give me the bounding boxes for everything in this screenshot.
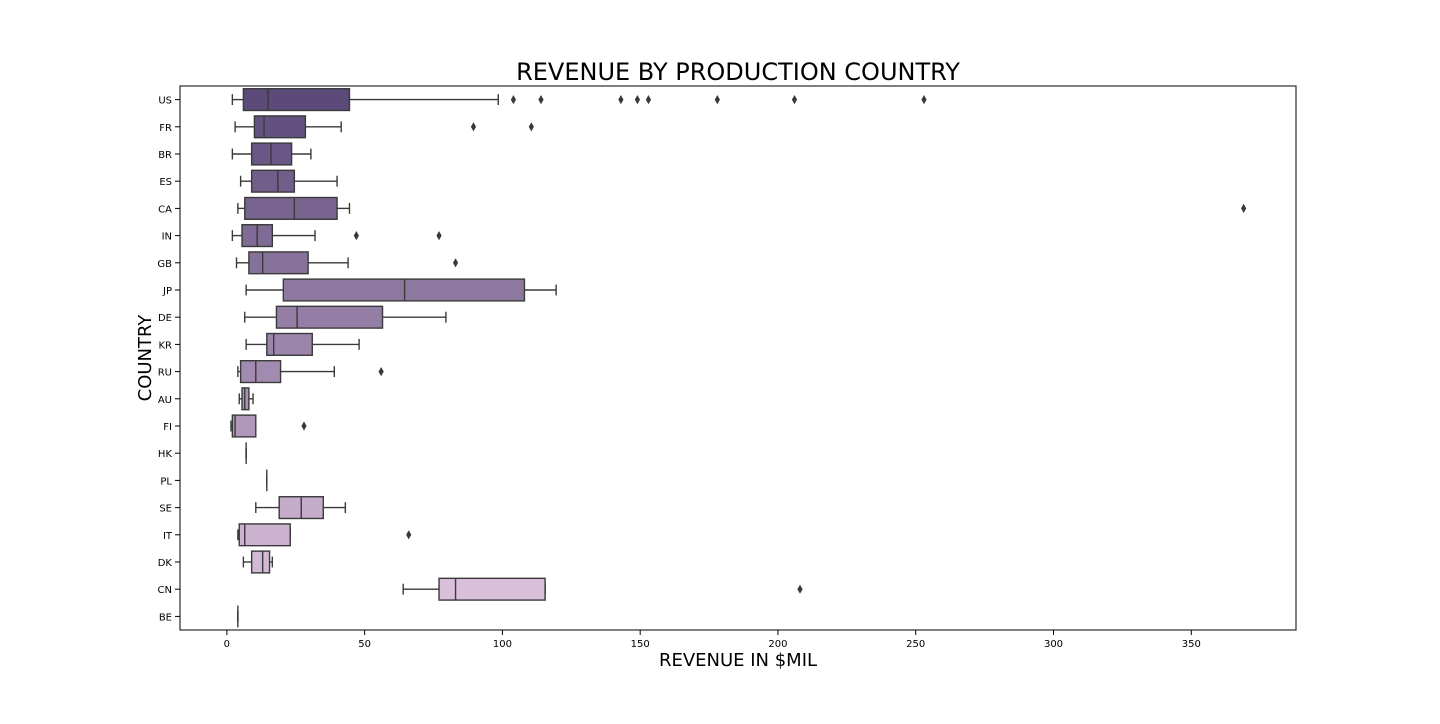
x-tick-label: 250 <box>906 639 925 650</box>
y-tick-label-dk: DK <box>158 558 173 569</box>
box-gb <box>248 251 309 275</box>
y-tick-label-gb: GB <box>157 259 172 270</box>
x-tick-label: 350 <box>1182 639 1201 650</box>
outlier-us <box>645 95 652 105</box>
outlier-us <box>634 95 641 105</box>
y-tick-label-de: DE <box>158 313 172 324</box>
y-tick-label-br: BR <box>158 150 172 161</box>
box-dk <box>250 550 271 574</box>
outlier-fi <box>301 421 307 431</box>
y-tick-label-kr: KR <box>158 340 172 351</box>
outlier-us <box>921 95 927 105</box>
box-kr <box>266 332 313 356</box>
box-ca <box>244 196 338 220</box>
box-cn <box>438 577 546 601</box>
x-tick-label: 0 <box>224 639 230 650</box>
x-tick-label: 300 <box>1044 639 1063 650</box>
y-axis-label: COUNTRY <box>135 314 156 402</box>
outlier-ca <box>1241 203 1247 213</box>
box-fi <box>231 414 257 438</box>
x-tick-label: 100 <box>493 639 512 650</box>
outlier-us <box>538 95 544 105</box>
outlier-ru <box>378 367 384 377</box>
y-tick-label-ca: CA <box>158 204 172 215</box>
y-tick-label-ru: RU <box>158 368 172 379</box>
outlier-us <box>510 95 517 105</box>
y-tick-label-it: IT <box>163 531 173 542</box>
y-tick-label-jp: JP <box>162 286 172 297</box>
x-tick-label: 50 <box>358 639 371 650</box>
y-tick-label-us: US <box>158 96 172 107</box>
y-tick-label-hk: HK <box>158 449 173 460</box>
chart-marks: 0 50 100 150 200 250 300 350 US FR BR ES CA IN GB JP DE K… <box>157 88 1247 650</box>
x-tick-label: 200 <box>768 639 787 650</box>
y-tick-label-es: ES <box>159 177 172 188</box>
outlier-fr <box>470 122 477 132</box>
outlier-fr <box>528 122 534 132</box>
plot-area-frame <box>179 85 1297 631</box>
outlier-gb <box>452 258 459 268</box>
y-tick-label-au: AU <box>158 395 172 406</box>
outlier-in <box>353 231 359 241</box>
outlier-it <box>406 530 412 540</box>
y-tick-label-fr: FR <box>159 123 172 134</box>
x-axis-label: REVENUE IN $MIL <box>659 650 817 671</box>
x-tick-label: 150 <box>631 639 650 650</box>
outlier-in <box>436 231 442 241</box>
outlier-cn <box>797 584 803 594</box>
y-tick-label-fi: FI <box>163 422 172 433</box>
y-tick-label-pl: PL <box>160 476 172 487</box>
box-es <box>250 169 296 193</box>
outlier-us <box>791 95 798 105</box>
outlier-us <box>618 95 624 105</box>
chart-title: REVENUE BY PRODUCTION COUNTRY <box>516 58 960 86</box>
box-ru <box>239 360 282 384</box>
outlier-us <box>714 95 720 105</box>
y-tick-label-cn: CN <box>158 585 172 596</box>
y-tick-label-be: BE <box>159 612 172 623</box>
box-de <box>275 305 384 329</box>
box-fr <box>253 115 307 139</box>
box-it <box>238 523 291 547</box>
box-us <box>242 88 351 112</box>
y-tick-label-in: IN <box>162 232 172 243</box>
y-tick-label-se: SE <box>159 504 172 515</box>
